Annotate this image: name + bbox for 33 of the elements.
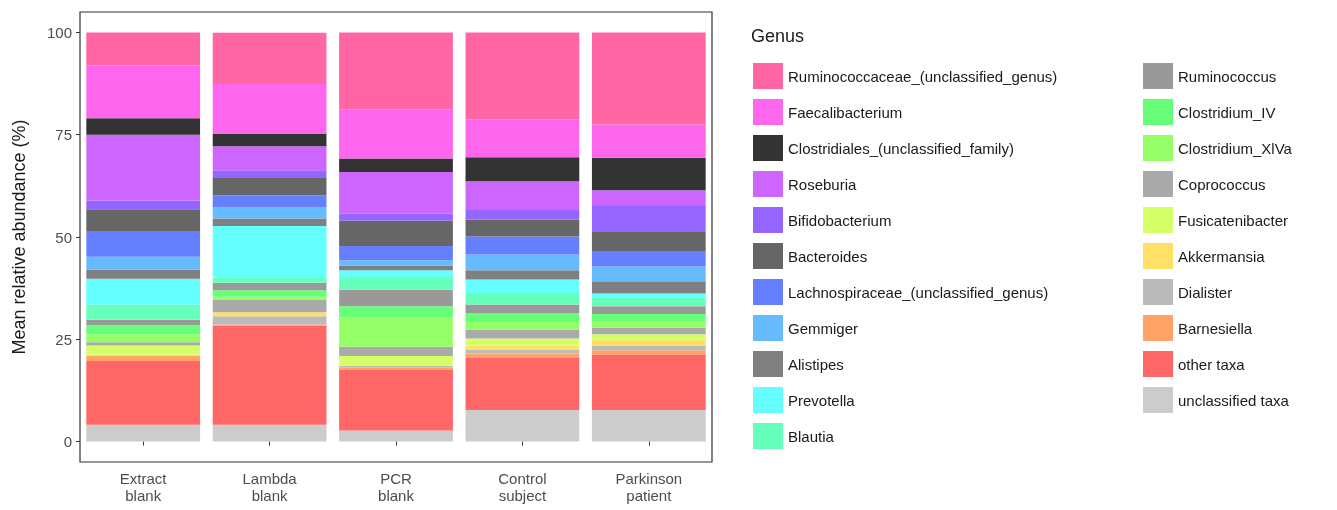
legend-label: Ruminococcus bbox=[1178, 67, 1277, 85]
legend-label: Faecalibacterium bbox=[788, 103, 903, 121]
x-tick-label: Lambda blank bbox=[242, 470, 298, 504]
legend-label: other taxa bbox=[1178, 355, 1246, 373]
legend-label: Alistipes bbox=[788, 355, 844, 373]
legend-label: unclassified taxa bbox=[1178, 391, 1290, 409]
y-tick-label: 25 bbox=[55, 330, 72, 348]
y-tick-label: 0 bbox=[63, 433, 72, 451]
x-tick-label: Control subject bbox=[498, 470, 547, 504]
x-tick-label: Extract blank bbox=[119, 470, 168, 504]
y-tick-label: 50 bbox=[55, 228, 72, 246]
x-tick-label: PCR blank bbox=[378, 470, 415, 504]
legend-label: Coprococcus bbox=[1178, 175, 1266, 193]
y-tick-label: 75 bbox=[55, 126, 72, 144]
legend-label: Prevotella bbox=[788, 391, 856, 409]
legend-label: Clostridium_IV bbox=[1178, 103, 1276, 121]
legend-label: Dialister bbox=[1178, 283, 1233, 301]
legend-label: Lachnospiraceae_(unclassified_genus) bbox=[788, 283, 1049, 301]
legend-label: Fusicatenibacter bbox=[1178, 211, 1289, 229]
legend-label: Clostridiales_(unclassified_family) bbox=[788, 139, 1014, 157]
legend-label: Barnesiella bbox=[1178, 319, 1253, 337]
legend-title: Genus bbox=[751, 26, 805, 46]
legend-label: Bacteroides bbox=[788, 247, 868, 265]
legend-label: Roseburia bbox=[788, 175, 858, 193]
x-tick-label: Parkinson patient bbox=[615, 470, 683, 504]
legend-label: Blautia bbox=[788, 427, 835, 445]
y-tick-label: 100 bbox=[46, 23, 72, 41]
legend-label: Ruminococcaceae_(unclassified_genus) bbox=[788, 67, 1058, 85]
legend-label: Clostridium_XlVa bbox=[1178, 139, 1293, 157]
legend-label: Gemmiger bbox=[788, 319, 859, 337]
legend-label: Akkermansia bbox=[1178, 247, 1266, 265]
y-axis-title: Mean relative abundance (%) bbox=[9, 119, 29, 355]
legend-label: Bifidobacterium bbox=[788, 211, 892, 229]
